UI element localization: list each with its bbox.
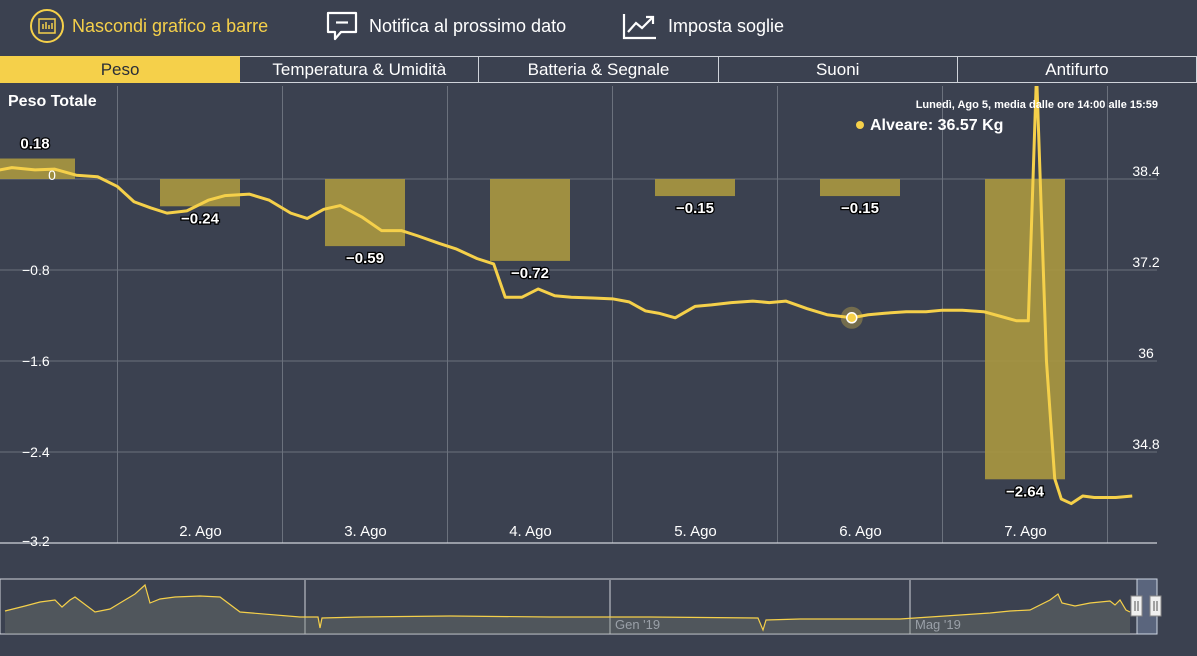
weight-line-series [0,86,1133,506]
bar-series [0,158,1065,480]
navigator-handle-left[interactable] [1130,595,1143,617]
navigator-label-may: Mag '19 [915,617,961,632]
bar-data-label: −0.72 [511,265,549,282]
tooltip-series-value: Alveare: 36.57 Kg [870,117,1003,134]
bar [655,179,735,197]
bar-data-label: 0.18 [20,136,49,153]
bar [490,179,570,261]
tab-temperature-humidity[interactable]: Temperatura & Umidità [240,56,480,83]
navigator-line [4,583,1131,632]
tooltip-header: Lunedì, Ago 5, media dalle ore 14:00 all… [916,99,1158,111]
x-axis-tick-label: 2. Ago [179,523,222,540]
set-thresholds-label: Imposta soglie [668,15,785,36]
left-axis-tick-label: −2.4 [22,444,50,460]
x-axis-tick-label: 6. Ago [839,523,882,540]
bar-data-label: −0.15 [676,200,714,217]
set-thresholds-button[interactable]: Imposta soglie [622,8,784,44]
left-axis-tick-label: −3.2 [22,533,50,549]
navigator-area [5,585,1130,634]
bar [820,179,900,197]
tab-sounds[interactable]: Suoni [718,56,958,83]
bar-chart-icon [30,9,64,43]
toolbar: Nascondi grafico a barre Notifica al pro… [0,0,1197,54]
weight-chart: 0.18 −0.24 −0.59 −0.72 −0.15 −0.15 −2.64 0 −0.8… [0,86,1162,635]
tooltip-series-marker [856,121,864,129]
right-axis-tick-label: 36 [1138,345,1154,361]
highlight-point [846,312,858,324]
tab-antitheft[interactable]: Antifurto [957,56,1197,83]
bar [325,179,405,247]
chart-axes: 0 −0.8 −1.6 −2.4 −3.2 38.4 37.2 36 34.8 2. Ago 3. … [22,163,1160,549]
message-icon [325,9,359,43]
left-axis-tick-label: −0.8 [22,262,50,278]
navigator[interactable]: Gen '19 Mag '19 [0,578,1162,635]
bar-data-label: −0.24 [181,210,220,227]
tab-battery-signal[interactable]: Batteria & Segnale [479,56,719,83]
chart-title: Peso Totale [8,93,97,110]
bar-data-labels: 0.18 −0.24 −0.59 −0.72 −0.15 −0.15 −2.64 [19,134,1046,501]
navigator-handle-right[interactable] [1149,595,1162,617]
notify-next-data-label: Notifica al prossimo dato [369,15,567,36]
bar-data-label: −0.59 [346,250,384,267]
right-axis-tick-label: 37.2 [1132,254,1159,270]
x-axis-tick-label: 5. Ago [674,523,717,540]
right-axis-tick-label: 38.4 [1132,163,1159,179]
chart-grid [0,86,1157,544]
bar-data-label: −2.64 [1006,483,1045,500]
x-axis-tick-label: 7. Ago [1004,523,1047,540]
tab-bar: Peso Temperatura & Umidità Batteria & Se… [0,56,1197,83]
navigator-label-jan: Gen '19 [615,617,660,632]
trend-icon [622,11,658,41]
left-axis-tick-label: 0 [48,167,56,183]
x-axis-tick-label: 4. Ago [509,523,552,540]
bar [160,179,240,207]
right-axis-tick-label: 34.8 [1132,436,1159,452]
x-axis-tick-label: 3. Ago [344,523,387,540]
notify-next-data-button[interactable]: Notifica al prossimo dato [325,8,566,44]
bar-data-label: −0.15 [841,200,879,217]
hide-bar-chart-button[interactable]: Nascondi grafico a barre [30,8,268,44]
left-axis-tick-label: −1.6 [22,353,50,369]
hide-bar-chart-label: Nascondi grafico a barre [72,15,269,36]
tab-weight[interactable]: Peso [0,56,241,83]
weight-line [0,86,1133,506]
